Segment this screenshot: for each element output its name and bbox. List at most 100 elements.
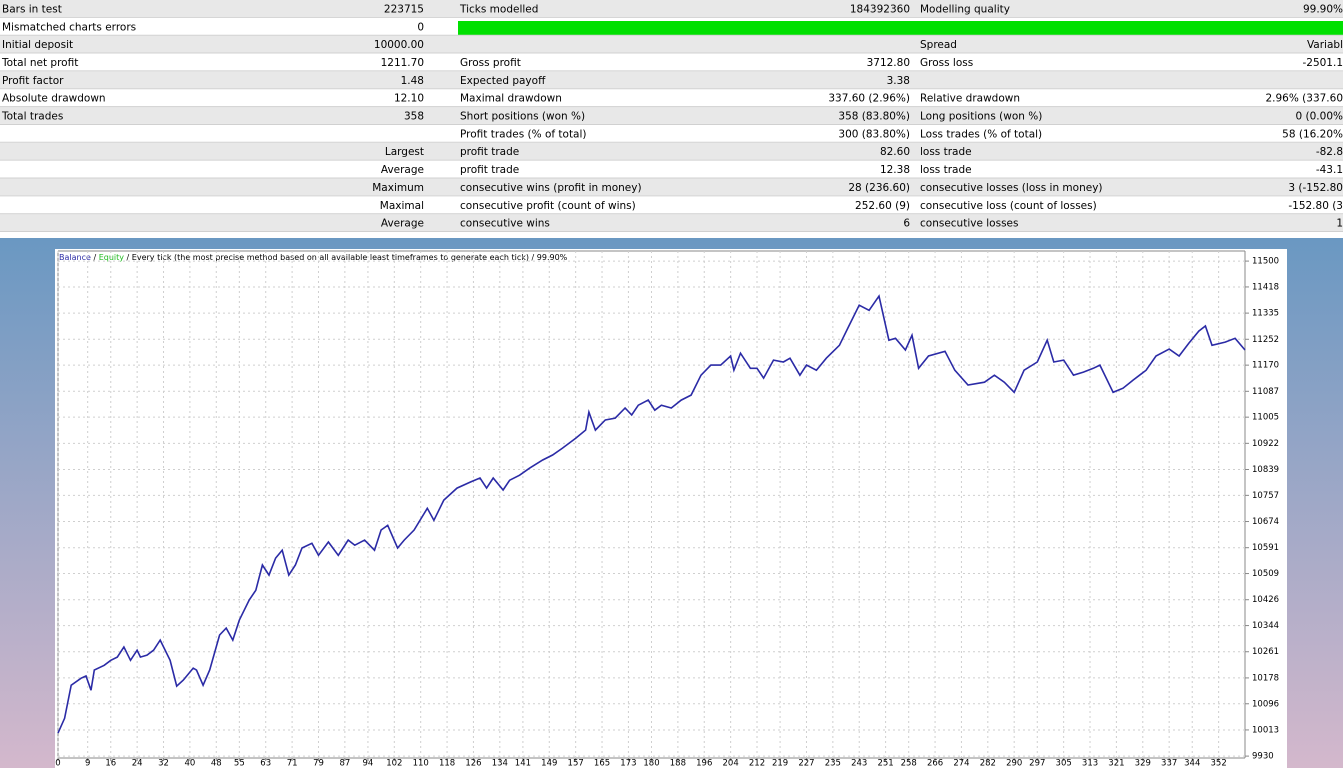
table-cell: Long positions (won %): [920, 111, 1042, 123]
y-tick-label: 10591: [1252, 543, 1279, 553]
legend-separator: /: [93, 253, 96, 262]
y-tick-label: 10096: [1252, 699, 1279, 709]
table-cell: 0 (0.00%: [1296, 111, 1343, 123]
table-row: [0, 160, 1343, 178]
y-tick-label: 11335: [1252, 309, 1279, 319]
table-cell: Initial deposit: [2, 39, 73, 51]
table-cell: 28 (236.60): [848, 182, 910, 194]
table-row: [0, 214, 1343, 232]
quality-bar: [458, 21, 1343, 35]
table-cell: 300 (83.80%): [838, 128, 910, 140]
y-tick-label: 10674: [1252, 517, 1279, 527]
x-tick-label: 337: [1161, 759, 1177, 768]
x-tick-label: 102: [386, 759, 402, 768]
table-cell: 223715: [384, 3, 424, 15]
table-cell: Bars in test: [2, 3, 62, 15]
x-tick-label: 118: [439, 759, 455, 768]
x-tick-label: 63: [260, 759, 271, 768]
table-cell: 3712.80: [867, 57, 910, 69]
x-tick-label: 266: [927, 759, 943, 768]
x-tick-label: 282: [980, 759, 996, 768]
chart-legend: Balance / Equity / Every tick (the most …: [59, 253, 568, 262]
table-cell: 337.60 (2.96%): [828, 93, 910, 105]
x-tick-label: 149: [541, 759, 557, 768]
table-cell: 0: [417, 21, 424, 33]
x-tick-label: 196: [696, 759, 712, 768]
x-tick-label: 321: [1108, 759, 1124, 768]
chart-panel: [55, 249, 1287, 768]
x-tick-label: 313: [1082, 759, 1098, 768]
x-tick-label: 188: [670, 759, 686, 768]
y-tick-label: 10344: [1252, 621, 1279, 631]
y-tick-label: 11418: [1252, 282, 1279, 292]
table-cell: Loss trades (% of total): [920, 128, 1042, 140]
x-tick-label: 305: [1056, 759, 1072, 768]
x-tick-label: 9: [85, 759, 90, 768]
x-tick-label: 227: [798, 759, 814, 768]
table-cell: Average: [381, 218, 424, 230]
x-tick-label: 344: [1184, 759, 1200, 768]
table-cell: -82.8: [1316, 146, 1343, 158]
table-cell: 1: [1336, 218, 1343, 230]
table-cell: consecutive wins (profit in money): [460, 182, 642, 194]
x-tick-label: 274: [953, 759, 969, 768]
x-tick-label: 134: [492, 759, 508, 768]
x-tick-label: 157: [568, 759, 584, 768]
table-cell: Ticks modelled: [459, 3, 538, 15]
x-tick-label: 329: [1135, 759, 1151, 768]
legend-equity: Equity: [99, 253, 125, 262]
x-tick-label: 141: [515, 759, 531, 768]
table-cell: Total net profit: [1, 57, 78, 69]
table-row: [0, 124, 1343, 142]
table-cell: Modelling quality: [920, 3, 1010, 15]
table-cell: Profit trades (% of total): [460, 128, 587, 140]
table-cell: Spread: [920, 39, 957, 51]
table-cell: consecutive losses (loss in money): [920, 182, 1103, 194]
y-tick-label: 10509: [1252, 569, 1279, 579]
x-tick-label: 94: [363, 759, 374, 768]
table-cell: 1.48: [401, 75, 424, 87]
x-tick-label: 110: [413, 759, 429, 768]
table-cell: profit trade: [460, 146, 519, 158]
table-cell: 12.10: [394, 93, 424, 105]
y-tick-label: 10178: [1252, 673, 1279, 683]
y-tick-label: 10426: [1252, 595, 1279, 605]
y-tick-label: 11087: [1252, 387, 1279, 397]
table-row: [0, 35, 1343, 53]
table-cell: consecutive profit (count of wins): [460, 200, 636, 212]
x-tick-label: 352: [1211, 759, 1227, 768]
x-tick-label: 55: [234, 759, 245, 768]
x-tick-label: 235: [825, 759, 841, 768]
table-cell: Gross loss: [920, 57, 973, 69]
x-tick-label: 180: [643, 759, 659, 768]
table-row: [0, 142, 1343, 160]
table-cell: Variabl: [1307, 39, 1343, 51]
table-cell: loss trade: [920, 164, 972, 176]
x-tick-label: 87: [339, 759, 350, 768]
table-cell: 10000.00: [374, 39, 424, 51]
y-tick-label: 10261: [1252, 647, 1279, 657]
x-tick-label: 32: [158, 759, 169, 768]
x-tick-label: 0: [55, 759, 60, 768]
x-tick-label: 40: [184, 759, 195, 768]
table-row: [0, 196, 1343, 214]
table-cell: profit trade: [460, 164, 519, 176]
x-tick-label: 219: [772, 759, 788, 768]
table-cell: 2.96% (337.60: [1265, 93, 1343, 105]
table-cell: 358: [404, 111, 424, 123]
x-tick-label: 24: [132, 759, 143, 768]
y-tick-label: 11005: [1252, 413, 1279, 423]
table-cell: consecutive loss (count of losses): [920, 200, 1097, 212]
table-cell: Profit factor: [2, 75, 64, 87]
table-cell: 184392360: [850, 3, 910, 15]
table-cell: Total trades: [1, 111, 63, 123]
legend-subtitle: / Every tick (the most precise method ba…: [127, 253, 568, 262]
table-cell: 252.60 (9): [855, 200, 910, 212]
table-cell: Maximum: [372, 182, 424, 194]
x-tick-label: 126: [465, 759, 481, 768]
y-tick-label: 11170: [1252, 361, 1279, 371]
table-cell: Maximal drawdown: [460, 93, 562, 105]
table-cell: Maximal: [380, 200, 424, 212]
table-cell: 358 (83.80%): [838, 111, 910, 123]
